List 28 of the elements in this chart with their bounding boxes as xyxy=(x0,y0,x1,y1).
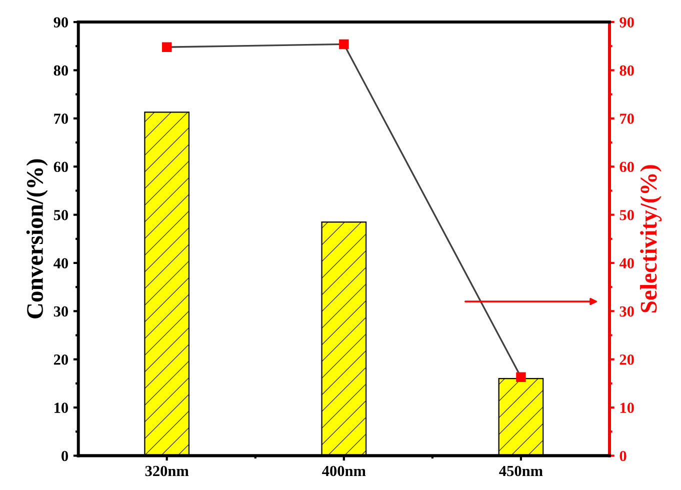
x-tick-label: 450nm xyxy=(499,466,543,476)
y-axis-title: Conversion/(%) xyxy=(26,159,48,318)
y2-tick-label: 10 xyxy=(620,402,634,413)
y-tick-label: 20 xyxy=(54,354,68,365)
x-tick-label: 320nm xyxy=(145,466,189,476)
y2-tick-label: 90 xyxy=(620,17,634,28)
y-tick-label: 90 xyxy=(54,17,68,28)
y2-tick-label: 40 xyxy=(619,258,634,268)
y2-tick-label: 80 xyxy=(620,65,634,76)
y2-tick-label: 50 xyxy=(620,210,634,220)
point xyxy=(339,39,349,50)
point xyxy=(162,42,172,52)
y-tick-label: 40 xyxy=(54,258,68,268)
y2-tick-label: 20 xyxy=(620,354,634,365)
y2-tick-label: 70 xyxy=(620,114,634,124)
y-tick-label: 70 xyxy=(54,114,68,124)
y2-tick-label: 30 xyxy=(620,306,634,317)
y2-tick-label: 60 xyxy=(620,162,634,172)
point xyxy=(516,372,526,382)
y-tick-label: 80 xyxy=(54,65,68,76)
y-tick-label: 10 xyxy=(54,402,68,413)
y-tick-label: 50 xyxy=(54,210,68,220)
y2-tick-label: 0 xyxy=(620,450,626,462)
y-tick-label: 0 xyxy=(62,450,68,462)
y-tick-label: 30 xyxy=(54,306,68,317)
y-tick-label: 60 xyxy=(54,162,68,172)
y2-axis-title: Selectivity/(%) xyxy=(640,165,662,312)
x-tick-label: 400nm xyxy=(322,466,366,476)
